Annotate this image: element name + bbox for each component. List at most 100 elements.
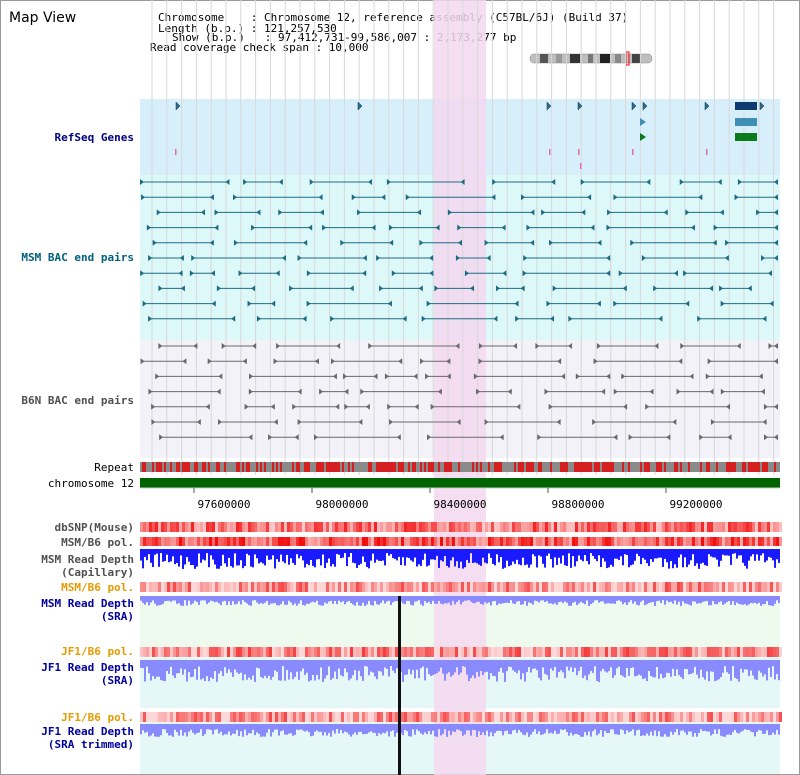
bac-end-marker[interactable] [541,209,546,216]
bac-end-marker[interactable] [537,434,542,441]
track-label-chromosome[interactable]: chromosome 12 [47,477,134,490]
bac-end-marker[interactable] [437,388,442,395]
bac-end-marker[interactable] [251,224,256,231]
bac-end-marker[interactable] [499,434,504,441]
bac-end-marker[interactable] [396,434,401,441]
bac-end-marker[interactable] [405,194,410,201]
bac-end-marker[interactable] [435,224,440,231]
bac-end-marker[interactable] [641,255,646,261]
bac-end-marker[interactable] [774,224,778,231]
bac-end-marker[interactable] [368,179,373,185]
bac-end-marker[interactable] [357,209,362,216]
bac-end-marker[interactable] [360,388,365,395]
msm-bac-features[interactable] [140,179,778,322]
bac-end-marker[interactable] [557,358,562,365]
bac-end-marker[interactable] [268,434,273,441]
bac-end-marker[interactable] [273,419,278,425]
bac-end-marker[interactable] [507,388,512,395]
bac-end-marker[interactable] [606,270,611,277]
bac-end-marker[interactable] [447,209,452,216]
bac-end-marker[interactable] [552,285,557,292]
bac-end-marker[interactable] [386,179,391,185]
bac-end-marker[interactable] [387,403,392,410]
chromosome-ideogram[interactable] [529,51,653,66]
bac-end-marker[interactable] [297,388,302,395]
bac-end-marker[interactable] [764,434,769,441]
bac-end-marker[interactable] [158,285,163,292]
bac-end-marker[interactable] [384,373,389,380]
bac-end-marker[interactable] [205,403,210,410]
bac-end-marker[interactable] [178,270,183,277]
bac-end-marker[interactable] [683,270,688,277]
bac-end-marker[interactable] [720,388,725,395]
bac-end-marker[interactable] [613,194,618,201]
bac-end-marker[interactable] [387,300,392,307]
bac-end-marker[interactable] [158,343,163,349]
bac-end-marker[interactable] [596,343,601,349]
bac-end-marker[interactable] [318,194,323,201]
bac-end-marker[interactable] [689,373,694,380]
bac-end-marker[interactable] [276,343,281,349]
bac-end-marker[interactable] [607,209,612,216]
bac-end-marker[interactable] [768,343,773,349]
bac-end-marker[interactable] [747,285,752,292]
bac-end-marker[interactable] [425,373,430,380]
gene-block[interactable] [735,133,757,141]
bac-end-marker[interactable] [663,209,668,216]
bac-end-marker[interactable] [768,270,773,277]
bac-end-marker[interactable] [351,194,356,201]
bac-end-marker[interactable] [336,343,341,349]
bac-end-marker[interactable] [697,315,702,322]
bac-end-marker[interactable] [726,403,731,410]
bac-end-marker[interactable] [719,209,724,216]
bac-end-marker[interactable] [699,434,704,441]
bac-end-marker[interactable] [484,239,489,246]
highlight-region[interactable] [434,0,486,775]
bac-end-marker[interactable] [210,270,215,277]
bac-end-marker[interactable] [628,434,633,441]
bac-end-marker[interactable] [413,373,418,380]
bac-end-marker[interactable] [251,285,256,292]
bac-end-marker[interactable] [654,343,659,349]
bac-end-marker[interactable] [478,358,483,365]
bac-end-marker[interactable] [613,300,618,307]
bac-end-marker[interactable] [725,239,730,246]
bac-end-marker[interactable] [151,403,156,410]
bac-end-marker[interactable] [522,270,527,277]
bac-end-marker[interactable] [774,239,778,246]
bac-end-marker[interactable] [389,419,394,425]
bac-end-marker[interactable] [332,373,337,380]
bac-end-marker[interactable] [232,194,237,201]
bac-end-marker[interactable] [493,315,498,322]
bac-end-marker[interactable] [676,388,681,395]
bac-end-marker[interactable] [281,255,286,261]
bac-end-marker[interactable] [658,315,663,322]
bac-end-marker[interactable] [362,270,367,277]
bac-end-marker[interactable] [514,300,519,307]
bac-end-marker[interactable] [446,373,451,380]
bac-end-marker[interactable] [774,179,778,185]
bac-end-marker[interactable] [294,434,299,441]
track-label-dbsnp[interactable]: dbSNP(Mouse) [54,521,134,534]
bac-end-marker[interactable] [762,419,767,425]
bac-end-marker[interactable] [649,388,654,395]
bac-end-marker[interactable] [247,300,252,307]
bac-end-marker[interactable] [218,373,223,380]
bac-end-marker[interactable] [535,343,540,349]
bac-end-marker[interactable] [379,285,384,292]
bac-end-marker[interactable] [249,373,254,380]
bac-end-marker[interactable] [141,194,146,201]
bac-end-marker[interactable] [417,209,422,216]
bac-end-marker[interactable] [148,255,153,261]
bac-end-marker[interactable] [646,179,651,185]
bac-end-marker[interactable] [709,388,714,395]
bac-end-marker[interactable] [398,358,403,365]
bac-end-marker[interactable] [231,315,236,322]
bac-end-marker[interactable] [613,388,618,395]
bac-end-marker[interactable] [758,373,763,380]
bac-end-marker[interactable] [146,224,151,231]
track-label-msm-depth-capillary[interactable]: MSM Read Depth [41,553,134,566]
bac-end-marker[interactable] [331,358,336,365]
bac-end-marker[interactable] [142,300,147,307]
gene-arrow[interactable] [577,101,583,111]
